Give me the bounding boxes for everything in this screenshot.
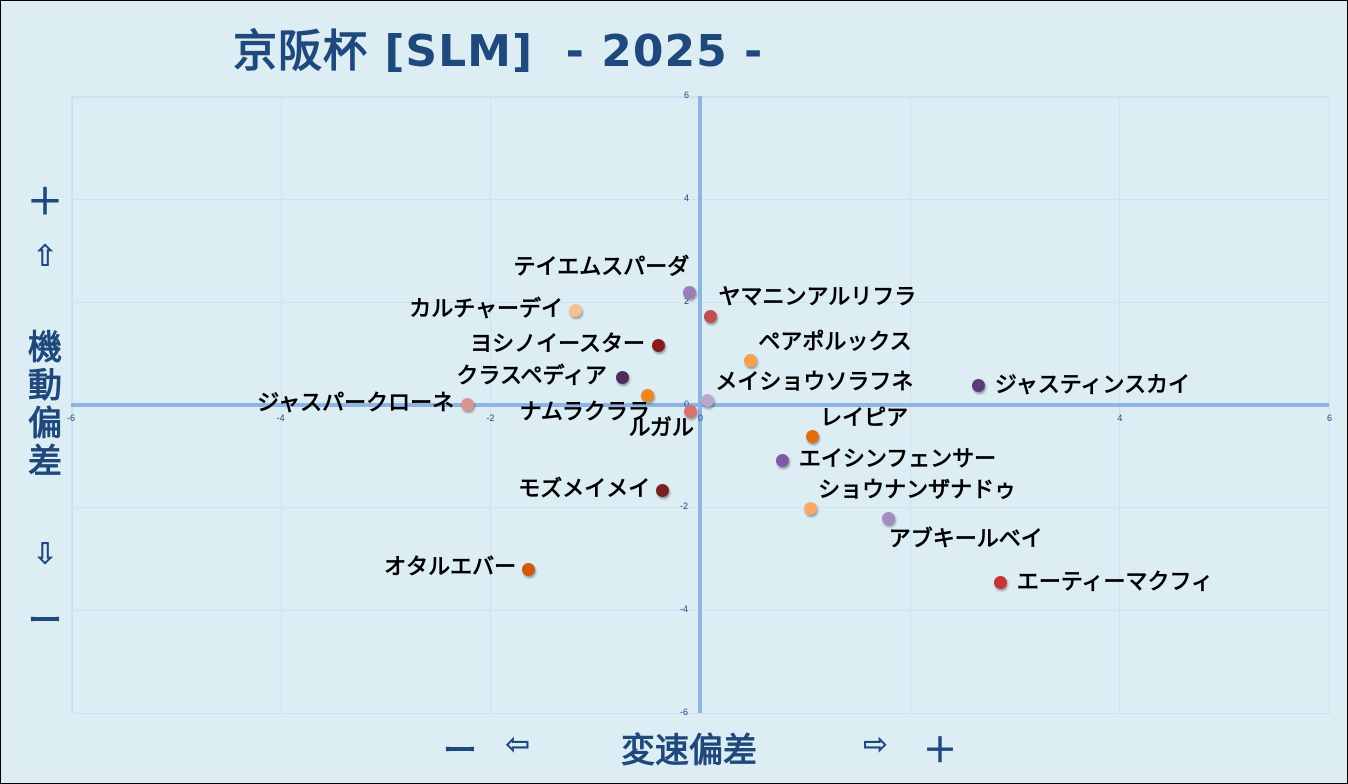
y-tick-label: -2 [680,501,689,512]
data-label: メイショウソラフネ [715,369,914,395]
data-point[interactable] [684,404,698,418]
down-arrow-icon: ⇩ [32,537,58,572]
data-label: テイエムスパーダ [513,255,690,281]
data-label: エーティーマクフィ [1016,569,1214,595]
data-label: ナムラクララ [519,400,650,426]
data-point[interactable] [972,379,986,393]
data-point[interactable] [700,394,714,408]
chart-title: 京阪杯 [SLM] - 2025 - [233,26,764,77]
data-label: ジャスティンスカイ [994,372,1190,398]
data-label: ルガル [628,416,694,442]
y-axis-title-char: 差 [28,442,62,482]
data-point[interactable] [460,398,474,411]
data-label: ショウナンザナドゥ [818,477,1017,503]
gridline-horizontal [71,713,1329,714]
data-label: ペアポルックス [758,329,912,355]
data-point[interactable] [703,309,717,323]
y-tick-label: -4 [680,604,689,615]
data-point[interactable] [521,562,535,576]
data-label: モズメイメイ [518,476,651,502]
x-minus-sign: ー [443,731,477,771]
data-label: ジャスパークローネ [257,390,455,416]
x-tick-label: -6 [67,412,76,423]
data-point[interactable] [805,430,819,444]
x-tick-label: -2 [486,412,495,423]
x-tick-label: 6 [1327,412,1333,423]
data-point[interactable] [651,339,665,353]
x-tick-label: 4 [1117,412,1123,423]
data-point[interactable] [776,453,790,467]
y-axis-title-char: 偏 [28,404,62,444]
data-label: アブキールベイ [888,527,1043,553]
data-point[interactable] [568,304,582,318]
y-minus-sign: ー [28,601,62,641]
left-arrow-icon: ⇦ [505,727,531,762]
data-point[interactable] [882,511,896,525]
y-tick-label: 0 [684,398,690,409]
y-tick-label: 2 [684,295,690,306]
data-point[interactable] [994,576,1008,590]
data-point[interactable] [803,502,817,516]
data-label: エイシンフェンサー [798,447,997,473]
right-arrow-icon: ⇨ [863,727,889,762]
data-point[interactable] [743,354,757,368]
x-tick-label: 0 [698,412,704,423]
gridline-vertical [1329,96,1330,713]
up-arrow-icon: ⇧ [32,239,58,274]
y-axis-title-char: 動 [28,366,62,406]
data-label: カルチャーデイ [409,296,564,322]
data-point[interactable] [655,484,669,498]
y-tick-label: 6 [684,90,690,100]
data-label: ヤマニンアルリフラ [718,285,917,311]
y-axis-title-char: 機 [28,328,62,368]
data-label: オタルエバー [384,555,517,581]
data-point[interactable] [615,371,629,385]
y-axis-line [698,96,702,713]
data-label: レイピア [820,405,909,431]
data-label: ヨシノイースター [470,331,645,357]
x-tick-label: -4 [276,412,285,423]
y-tick-label: 4 [684,192,690,203]
data-label: クラスペディア [456,363,607,389]
y-axis-title: 機 動 偏 差 [25,329,65,481]
x-plus-sign: ＋ [923,731,957,771]
y-plus-sign: ＋ [26,182,63,223]
data-point[interactable] [641,388,655,402]
x-axis-title: 変速偏差 [621,731,757,771]
data-point[interactable] [683,285,697,299]
y-tick-label: -6 [680,707,689,717]
